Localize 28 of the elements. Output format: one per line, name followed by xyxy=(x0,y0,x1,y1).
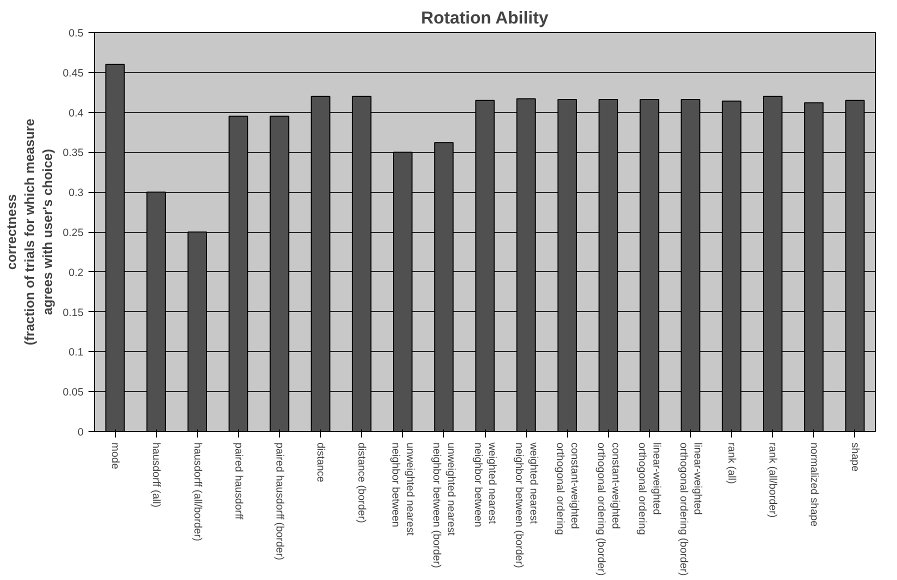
x-tick-label: unweighted nearest neighbor between (border) xyxy=(430,442,458,568)
x-tick-label: rank (all/border) xyxy=(766,442,779,518)
x-tick-label: distance xyxy=(314,442,327,482)
y-tick-label: 0.45 xyxy=(62,67,84,80)
x-tick-label: paired hausdorff (border) xyxy=(273,442,286,560)
y-tick-label: 0.25 xyxy=(62,227,84,239)
y-tick-label: 0.15 xyxy=(62,306,84,319)
y-tick-label: 0.2 xyxy=(68,266,84,279)
x-tick-label: mode xyxy=(109,442,122,470)
y-tick-label: 0.5 xyxy=(68,28,84,40)
x-tick-label: hausdorff (all) xyxy=(150,442,162,508)
x-tick-label: distance (border) xyxy=(356,442,368,524)
y-tick-label: 0.3 xyxy=(68,187,84,200)
x-tick-label: normalized shape xyxy=(808,442,820,527)
y-tick-label: 0.1 xyxy=(68,346,84,359)
y-tick-label: 0.4 xyxy=(68,107,84,120)
y-tick-label: 0.35 xyxy=(62,147,84,160)
x-tick-label: rank (all) xyxy=(726,442,738,484)
y-axis-title: correctness (fraction of trials for which measure agrees with user's choice) xyxy=(4,118,55,346)
x-tick-label: paired hausdorff xyxy=(232,442,244,520)
x-tick-label: shape xyxy=(848,442,861,472)
x-tick-label: linear-weighted orthogonal ordering (border) xyxy=(677,442,704,576)
chart-title: Rotation Ability xyxy=(420,8,549,28)
x-tick-label: hausdorff (all/border) xyxy=(191,442,204,542)
y-tick-label: 0.05 xyxy=(62,386,84,399)
y-tick-label: 0 xyxy=(78,426,84,438)
x-tick-label: constant-weighted orthogonal ordering (border) xyxy=(595,442,622,576)
x-tick-label: weighted nearest neighbor between (border) xyxy=(512,442,540,568)
